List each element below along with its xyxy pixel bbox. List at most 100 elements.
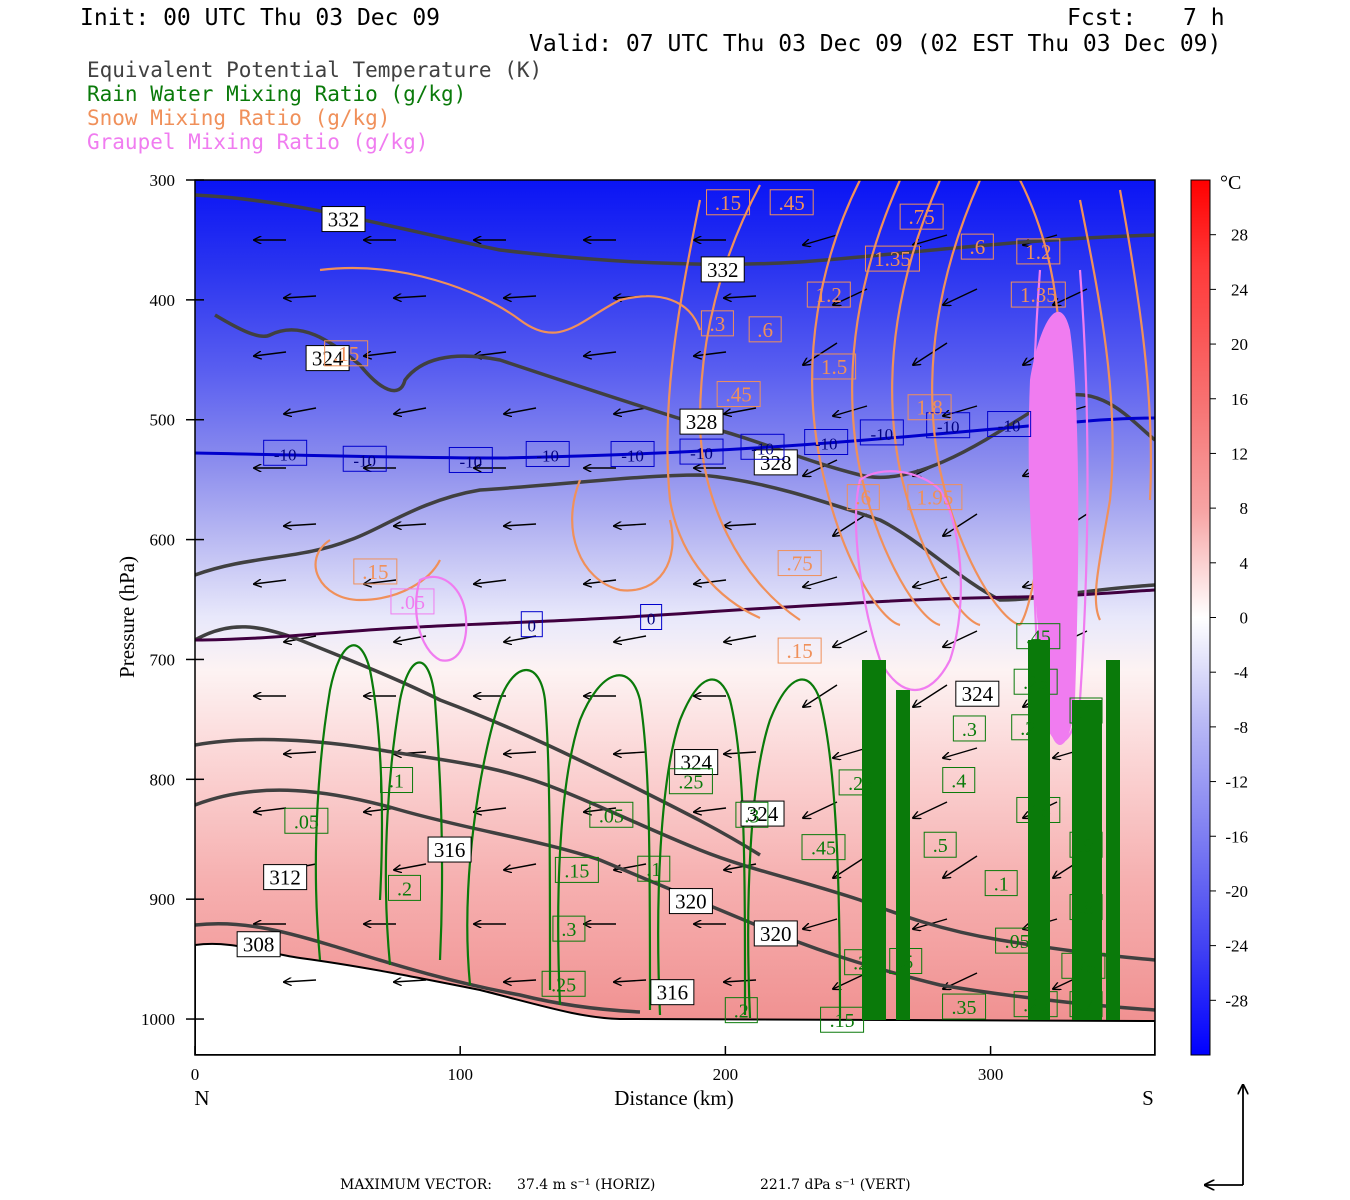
wind-vector	[394, 980, 427, 982]
rain-label-box	[541, 970, 586, 997]
wind-vector	[474, 580, 507, 584]
wind-vector	[833, 747, 868, 758]
contour-labels: 332 332 324 328 328 324 324 324 316 316 312 320 320 3…	[236, 189, 1106, 1033]
rain-label-box	[844, 949, 878, 976]
y-axis-title: Pressure (hPa)	[115, 556, 139, 678]
snow-label-box	[960, 233, 994, 260]
wind-vector	[724, 980, 757, 982]
rain-label-box	[1069, 697, 1103, 724]
isotherm-zero	[195, 588, 1155, 642]
y-tick-label: 900	[150, 890, 176, 909]
rain-label-box	[889, 948, 923, 975]
rain-label-box	[820, 1006, 865, 1033]
rain-label: .2	[853, 953, 868, 975]
wind-vector	[284, 524, 317, 526]
wind-vector	[584, 352, 617, 356]
isotherm-label: -10	[621, 446, 644, 465]
theta-e-label-box	[753, 920, 798, 947]
snow-label-box	[716, 381, 761, 408]
colorbar-tick-label: -24	[1225, 937, 1248, 956]
snow-label: .75	[909, 205, 935, 229]
colorbar-tick-label: 20	[1231, 335, 1248, 354]
colorbar-tick-label: -20	[1225, 882, 1248, 901]
reference-vector	[1205, 1085, 1243, 1185]
rain-label: .25	[1023, 672, 1048, 694]
theta-e-label-box	[740, 800, 785, 827]
wind-vector	[803, 576, 838, 587]
theta-e-label: 316	[657, 981, 689, 1005]
isotherm-label: 0	[647, 610, 656, 629]
y-tick-label: 700	[150, 650, 176, 669]
rain-label-box	[552, 915, 586, 942]
max-vector-vertical: 221.7 dPa s⁻¹ (VERT)	[760, 1177, 911, 1193]
rain-label-box	[1069, 831, 1103, 858]
wind-vector	[943, 405, 978, 416]
theta-e-label-box	[321, 206, 366, 233]
x-axis-end-south: S	[1142, 1086, 1154, 1110]
rain-label-box	[1069, 991, 1103, 1018]
rain-label: .15	[830, 1010, 855, 1032]
rain-label: .05	[1005, 931, 1030, 953]
snow-label-box	[777, 637, 822, 664]
theta-e-label: 324	[747, 802, 779, 826]
rain-label-box	[923, 831, 957, 858]
y-tick-label: 800	[150, 770, 176, 789]
rain-label-box	[1061, 952, 1106, 979]
rain-label-box	[637, 855, 671, 882]
wind-vector	[254, 352, 287, 356]
rain-label-box	[554, 856, 599, 883]
wind-vector	[284, 980, 317, 982]
snow-label-box	[1010, 281, 1066, 308]
wind-vector	[614, 635, 647, 642]
snow-label: .15	[787, 639, 813, 663]
isotherm-label-box	[640, 604, 663, 630]
theta-e-label: 332	[707, 258, 739, 282]
rain-label-box	[942, 767, 976, 794]
isotherm-label-box	[342, 445, 387, 472]
colorbar-tick-label: -8	[1234, 718, 1248, 737]
rain-label-box	[589, 801, 634, 828]
rain-label-box	[984, 870, 1018, 897]
rain-label: .5	[933, 835, 948, 857]
rain-label: .1	[994, 874, 1009, 896]
init-time: Init: 00 UTC Thu 03 Dec 09	[80, 5, 441, 31]
snow-label: .15	[362, 560, 388, 584]
wind-vector	[803, 459, 838, 476]
wind-vector	[833, 405, 868, 416]
rain-label: .35	[952, 997, 977, 1019]
theta-e-label: 324	[680, 751, 712, 775]
isotherm-label-box	[987, 411, 1032, 438]
snow-label: 1.95	[917, 486, 954, 510]
isotherm-label-box	[448, 446, 493, 473]
wind-vector	[803, 918, 838, 929]
wind-vector	[803, 684, 838, 707]
rain-label-box	[380, 767, 414, 794]
wind-vector	[724, 752, 757, 754]
wind-vector	[504, 752, 537, 754]
wind-vector	[943, 513, 978, 536]
isotherm-label: -10	[690, 444, 713, 463]
wind-vector	[504, 863, 537, 870]
rain-contours	[314, 644, 842, 1019]
theta-e-label-box	[700, 256, 745, 283]
theta-e-label: 320	[675, 890, 707, 914]
x-axis: 0 100 200 300	[191, 1046, 1003, 1084]
snow-label-box	[806, 281, 851, 308]
wind-vector	[943, 747, 978, 758]
y-tick-label: 500	[150, 411, 176, 430]
snow-label: .6	[757, 318, 773, 342]
rain-label: .9	[1079, 835, 1094, 857]
colorbar-tick-label: 24	[1231, 280, 1249, 299]
wind-vector	[913, 801, 948, 818]
rain-label-box	[668, 768, 713, 795]
snow-label-box	[777, 550, 822, 577]
snow-label: .15	[715, 191, 741, 215]
isotherm-label: -10	[459, 452, 482, 471]
wind-vector	[584, 808, 617, 812]
rain-label-box	[724, 997, 758, 1024]
wind-vector	[724, 635, 757, 642]
theta-e-label-box	[650, 979, 695, 1006]
rain-label: .05	[294, 811, 319, 833]
wind-vector	[724, 407, 757, 414]
wind-vector	[943, 288, 978, 305]
